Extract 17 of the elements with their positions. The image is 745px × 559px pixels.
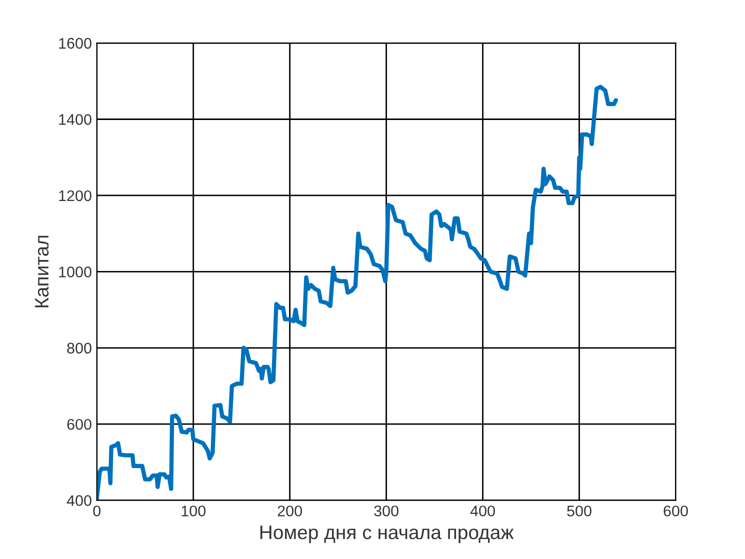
y-tick-label: 1000 [59,266,92,278]
y-tick-label: 800 [67,342,92,354]
x-axis-title: Номер дня с начала продаж [260,526,514,544]
y-tick-label: 1400 [59,114,92,125]
x-tick-label: 400 [470,506,495,516]
y-axis-title: Капитал [35,236,49,308]
y-tick-label: 1600 [59,38,92,49]
y-tick-label: 1200 [59,190,92,202]
x-tick-label: 600 [664,506,688,516]
y-tick-label: 400 [66,495,92,506]
y-tick-label: 600 [67,418,92,430]
x-tick-label: 0 [93,506,100,516]
x-tick-label: 100 [182,506,206,516]
x-tick-label: 200 [278,506,302,516]
x-tick-label: 300 [374,506,398,516]
x-tick-label: 500 [567,506,592,516]
line-series [96,84,618,500]
